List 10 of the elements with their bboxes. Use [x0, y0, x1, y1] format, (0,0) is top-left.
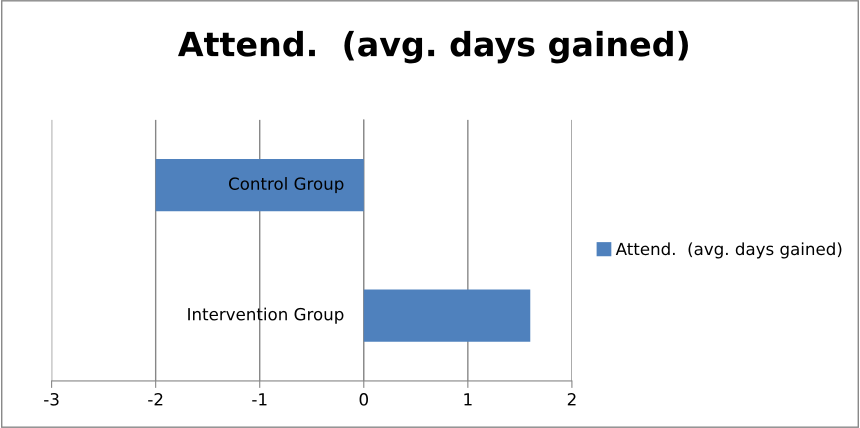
legend-label: Attend. (avg. days gained) [616, 242, 842, 258]
y-tick-label: Intervention Group [188, 308, 344, 324]
x-tick-label: -1 [252, 393, 266, 406]
x-tick-label: 2 [568, 393, 576, 406]
x-tick-label: 1 [464, 393, 472, 406]
x-tick-label: 0 [360, 393, 368, 406]
x-tick-label: -2 [148, 393, 162, 406]
x-tick-label: -3 [44, 393, 59, 406]
chart-title: Attend. (avg. days gained) [178, 30, 688, 64]
y-tick-label: Control Group [229, 177, 344, 194]
